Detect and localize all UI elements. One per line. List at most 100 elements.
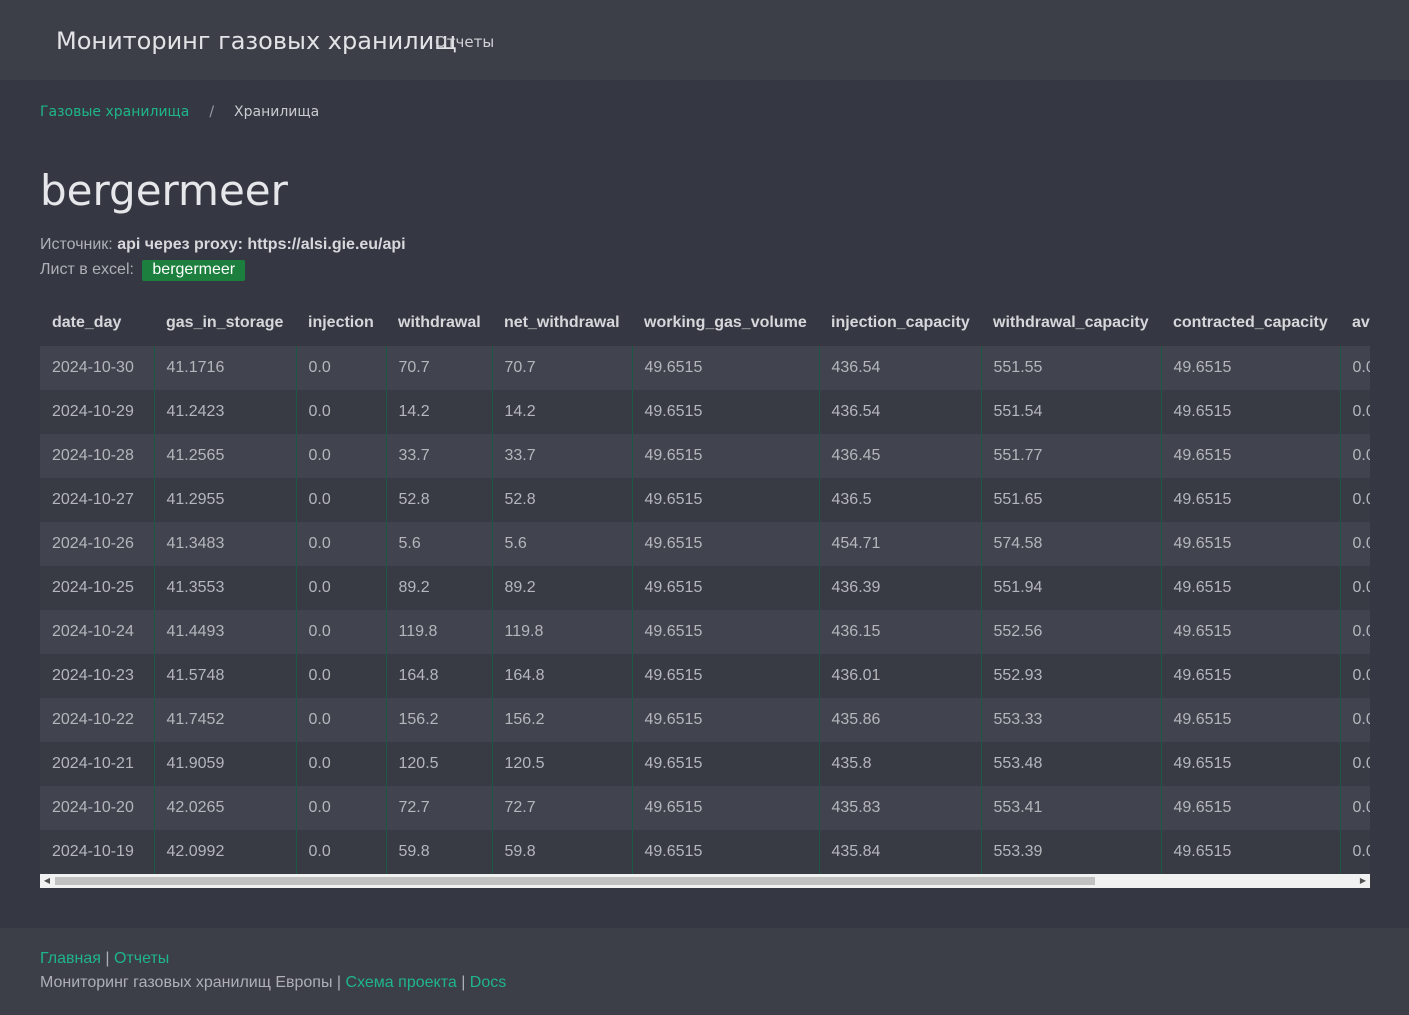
table-cell-contracted_capacity: 49.6515 — [1161, 522, 1341, 566]
table-cell-injection_capacity: 435.86 — [819, 698, 982, 742]
table-cell-gas_in_storage: 41.2423 — [154, 390, 297, 434]
table-cell-working_gas_volume: 49.6515 — [632, 786, 820, 830]
breadcrumb-link-storages[interactable]: Газовые хранилища — [40, 104, 190, 120]
table-cell-working_gas_volume: 49.6515 — [632, 522, 820, 566]
table-cell-gas_in_storage: 41.5748 — [154, 654, 297, 698]
table-cell-injection: 0.0 — [296, 566, 387, 610]
column-header-withdrawal: withdrawal — [398, 314, 481, 331]
triangle-left-icon[interactable]: ◀ — [43, 876, 51, 885]
table-cell-contracted_capacity: 49.6515 — [1161, 346, 1341, 390]
table-cell-injection_capacity: 436.54 — [819, 390, 982, 434]
table-cell-injection: 0.0 — [296, 434, 387, 478]
table-cell-injection: 0.0 — [296, 698, 387, 742]
table-cell-withdrawal: 59.8 — [386, 830, 493, 874]
storage-table-container[interactable]: date_day gas_in_storage injection withdrawa… — [40, 300, 1370, 874]
table-cell-injection_capacity: 435.84 — [819, 830, 982, 874]
table-cell-date_day: 2024-10-27 — [40, 478, 155, 522]
scrollbar-thumb[interactable] — [55, 877, 1095, 885]
table-cell-av: 0.0 — [1340, 434, 1370, 478]
table-cell-working_gas_volume: 49.6515 — [632, 346, 820, 390]
table-cell-av: 0.0 — [1340, 610, 1370, 654]
table-cell-withdrawal_capacity: 551.55 — [981, 346, 1162, 390]
table-cell-date_day: 2024-10-28 — [40, 434, 155, 478]
table-cell-net_withdrawal: 5.6 — [492, 522, 633, 566]
table-cell-withdrawal_capacity: 551.65 — [981, 478, 1162, 522]
column-header-net_withdrawal: net_withdrawal — [504, 314, 620, 331]
brand[interactable]: Мониторинг газовых хранилищ — [56, 27, 457, 55]
table-cell-injection_capacity: 435.8 — [819, 742, 982, 786]
table-cell-working_gas_volume: 49.6515 — [632, 390, 820, 434]
table-cell-date_day: 2024-10-21 — [40, 742, 155, 786]
table-row: 2024-10-20 42.0265 0.0 72.7 72.7 49.6515 435.8… — [40, 786, 1370, 830]
table-cell-net_withdrawal: 70.7 — [492, 346, 633, 390]
table-cell-working_gas_volume: 49.6515 — [632, 830, 820, 874]
table-cell-contracted_capacity: 49.6515 — [1161, 654, 1341, 698]
navbar: Мониторинг газовых хранилищ Отчеты — [0, 0, 1409, 80]
triangle-right-icon[interactable]: ▶ — [1359, 876, 1367, 885]
table-cell-injection_capacity: 436.54 — [819, 346, 982, 390]
table-cell-av: 0.0 — [1340, 786, 1370, 830]
footer-link-reports[interactable]: Отчеты — [113, 950, 170, 967]
column-header-date_day: date_day — [52, 314, 122, 331]
table-cell-withdrawal: 89.2 — [386, 566, 493, 610]
nav-link-reports[interactable]: Отчеты — [435, 33, 495, 51]
table-cell-withdrawal_capacity: 553.33 — [981, 698, 1162, 742]
table-cell-withdrawal: 72.7 — [386, 786, 493, 830]
table-cell-injection: 0.0 — [296, 654, 387, 698]
table-cell-working_gas_volume: 49.6515 — [632, 434, 820, 478]
table-cell-gas_in_storage: 41.3553 — [154, 566, 297, 610]
table-cell-injection_capacity: 454.71 — [819, 522, 982, 566]
column-header-injection: injection — [308, 314, 374, 331]
table-row: 2024-10-24 41.4493 0.0 119.8 119.8 49.6515 436… — [40, 610, 1370, 654]
table-cell-injection: 0.0 — [296, 522, 387, 566]
table-cell-gas_in_storage: 41.3483 — [154, 522, 297, 566]
table-row: 2024-10-26 41.3483 0.0 5.6 5.6 49.6515 454.71 5… — [40, 522, 1370, 566]
table-cell-av: 0.0 — [1340, 478, 1370, 522]
column-header-injection_capacity: injection_capacity — [831, 314, 970, 331]
table-cell-working_gas_volume: 49.6515 — [632, 566, 820, 610]
table-cell-working_gas_volume: 49.6515 — [632, 478, 820, 522]
table-cell-contracted_capacity: 49.6515 — [1161, 478, 1341, 522]
table-body: 2024-10-30 41.1716 0.0 70.7 70.7 49.6515 436.5… — [40, 346, 1370, 874]
table-cell-withdrawal: 120.5 — [386, 742, 493, 786]
table-cell-net_withdrawal: 119.8 — [492, 610, 633, 654]
table-cell-withdrawal: 5.6 — [386, 522, 493, 566]
table-cell-date_day: 2024-10-23 — [40, 654, 155, 698]
table-cell-av: 0.0 — [1340, 698, 1370, 742]
table-cell-withdrawal: 14.2 — [386, 390, 493, 434]
breadcrumb-current: Хранилища — [234, 104, 320, 120]
table-row: 2024-10-21 41.9059 0.0 120.5 120.5 49.6515 435… — [40, 742, 1370, 786]
table-cell-injection: 0.0 — [296, 390, 387, 434]
table-cell-gas_in_storage: 41.9059 — [154, 742, 297, 786]
table-cell-withdrawal_capacity: 551.54 — [981, 390, 1162, 434]
table-cell-av: 0.0 — [1340, 346, 1370, 390]
column-header-withdrawal_capacity: withdrawal_capacity — [993, 314, 1149, 331]
table-cell-withdrawal: 119.8 — [386, 610, 493, 654]
footer-info: Мониторинг газовых хранилищ Европы | Схе… — [40, 974, 506, 992]
table-row: 2024-10-27 41.2955 0.0 52.8 52.8 49.6515 436.5… — [40, 478, 1370, 522]
table-cell-date_day: 2024-10-19 — [40, 830, 155, 874]
table-cell-net_withdrawal: 33.7 — [492, 434, 633, 478]
table-cell-working_gas_volume: 49.6515 — [632, 654, 820, 698]
footer-link-docs[interactable]: Docs — [469, 974, 507, 991]
page-title: bergermeer — [40, 166, 288, 215]
table-cell-withdrawal_capacity: 552.56 — [981, 610, 1162, 654]
table-cell-gas_in_storage: 42.0265 — [154, 786, 297, 830]
table-cell-date_day: 2024-10-20 — [40, 786, 155, 830]
table-cell-contracted_capacity: 49.6515 — [1161, 610, 1341, 654]
table-cell-date_day: 2024-10-26 — [40, 522, 155, 566]
table-cell-av: 0.0 — [1340, 390, 1370, 434]
table-cell-contracted_capacity: 49.6515 — [1161, 566, 1341, 610]
footer-link-schema[interactable]: Схема проекта — [345, 974, 457, 991]
table-row: 2024-10-25 41.3553 0.0 89.2 89.2 49.6515 436.3… — [40, 566, 1370, 610]
table-cell-withdrawal: 52.8 — [386, 478, 493, 522]
table-cell-injection: 0.0 — [296, 786, 387, 830]
footer-link-home[interactable]: Главная — [40, 950, 101, 967]
table-cell-injection_capacity: 435.83 — [819, 786, 982, 830]
table-cell-withdrawal_capacity: 553.41 — [981, 786, 1162, 830]
horizontal-scrollbar[interactable]: ◀ ▶ — [40, 874, 1370, 888]
table-row: 2024-10-29 41.2423 0.0 14.2 14.2 49.6515 436.5… — [40, 390, 1370, 434]
sheet-label: Лист в excel: — [40, 261, 134, 278]
table-cell-av: 0.0 — [1340, 654, 1370, 698]
table-cell-gas_in_storage: 41.7452 — [154, 698, 297, 742]
